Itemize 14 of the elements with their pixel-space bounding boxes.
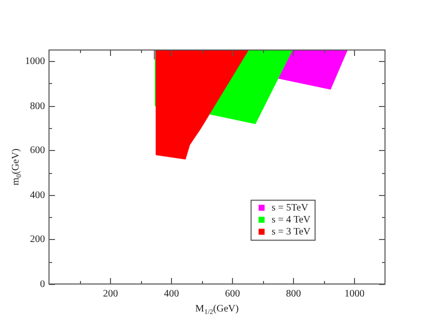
y-tick-label: 200 [30,234,45,246]
x-tick-label: 400 [164,288,179,300]
x-tick-label: 600 [225,288,240,300]
x-tick-label: 800 [286,288,301,300]
legend-label: s = 3 TeV [272,226,312,238]
y-tick-label: 400 [30,190,45,202]
y-tick-label: 0 [40,279,45,290]
y-tick-label: 800 [30,101,45,112]
y-tick-label: 1000 [25,56,45,68]
y-tick-label: 600 [30,145,45,156]
legend-label: s = 5TeV [272,202,309,214]
x-tick-label: 1000 [344,288,364,300]
legend-label: s = 4 TeV [272,214,312,226]
x-tick-label: 200 [103,288,118,300]
